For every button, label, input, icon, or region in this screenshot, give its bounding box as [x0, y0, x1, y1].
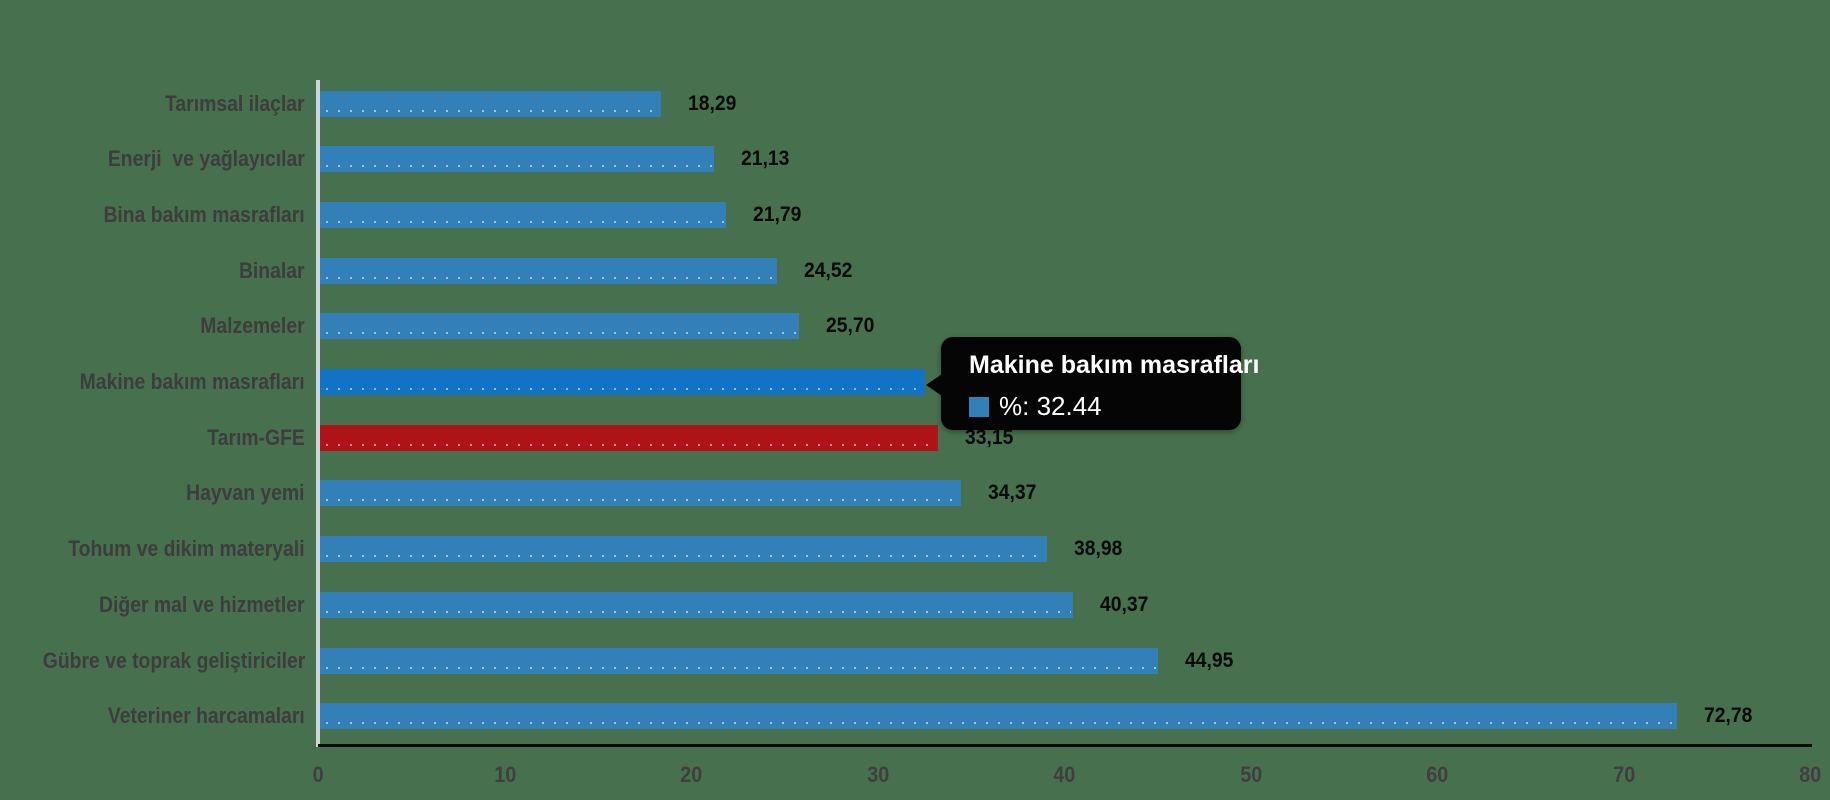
x-tick-label: 60 — [1425, 762, 1449, 787]
value-label: 21,79 — [753, 203, 802, 226]
bar[interactable] — [320, 91, 661, 117]
x-tick-label: 10 — [493, 762, 517, 787]
bar[interactable] — [320, 425, 938, 451]
value-label: 24,52 — [804, 259, 853, 282]
value-label: 38,98 — [1074, 537, 1123, 560]
tooltip: Makine bakım masrafları %: 32.44 — [926, 337, 1259, 430]
bar[interactable] — [320, 258, 777, 284]
bar[interactable] — [320, 536, 1047, 562]
category-label: Makine bakım masrafları — [80, 369, 305, 394]
value-label: 34,37 — [988, 481, 1037, 504]
category-label: Bina bakım masrafları — [103, 202, 305, 227]
x-tick-label: 30 — [866, 762, 890, 787]
tooltip-pointer-icon — [926, 374, 942, 396]
category-label: Gübre ve toprak geliştiriciler — [42, 648, 305, 673]
value-label: 72,78 — [1704, 704, 1753, 727]
x-tick-label: 80 — [1798, 762, 1822, 787]
value-label: 21,13 — [741, 147, 790, 170]
x-tick-label: 0 — [312, 762, 324, 787]
y-axis-line — [316, 80, 320, 747]
category-label: Tarımsal ilaçlar — [165, 91, 305, 116]
x-tick-label: 50 — [1239, 762, 1263, 787]
value-label: 40,37 — [1100, 593, 1149, 616]
bar[interactable] — [320, 202, 726, 228]
category-label: Binalar — [239, 258, 305, 283]
tooltip-value: %: 32.44 — [999, 391, 1102, 421]
category-label: Veteriner harcamaları — [108, 703, 305, 728]
bar[interactable] — [320, 146, 714, 172]
bar[interactable] — [320, 313, 799, 339]
bar[interactable] — [320, 648, 1158, 674]
x-tick-label: 20 — [679, 762, 703, 787]
x-tick-label: 40 — [1052, 762, 1076, 787]
x-tick-label: 70 — [1612, 762, 1636, 787]
value-label: 25,70 — [826, 314, 875, 337]
category-label: Diğer mal ve hizmetler — [99, 592, 305, 617]
value-label: 33,15 — [965, 426, 1014, 449]
x-axis-line — [318, 744, 1812, 747]
bar[interactable] — [320, 369, 925, 395]
tooltip-value-row: %: 32.44 — [969, 391, 1102, 422]
category-label: Tohum ve dikim materyali — [68, 536, 305, 561]
tooltip-title: Makine bakım masrafları — [969, 351, 1260, 379]
value-label: 44,95 — [1185, 649, 1234, 672]
bar[interactable] — [320, 592, 1073, 618]
category-label: Hayvan yemi — [186, 480, 305, 505]
bar[interactable] — [320, 480, 961, 506]
category-label: Malzemeler — [200, 313, 305, 338]
bar[interactable] — [320, 703, 1677, 729]
category-label: Enerji ve yağlayıcılar — [108, 146, 305, 171]
category-label: Tarım-GFE — [207, 425, 305, 450]
value-label: 18,29 — [688, 92, 737, 115]
tooltip-series-swatch-icon — [969, 396, 989, 417]
